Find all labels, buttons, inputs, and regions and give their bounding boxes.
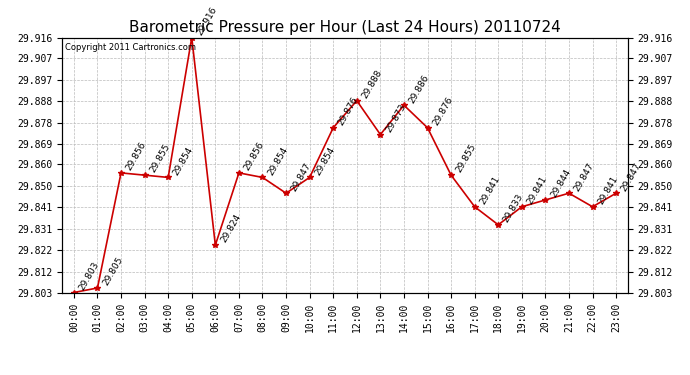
- Text: 29.844: 29.844: [549, 168, 572, 199]
- Text: 29.873: 29.873: [384, 102, 407, 134]
- Text: 29.847: 29.847: [573, 161, 596, 192]
- Text: 29.833: 29.833: [502, 192, 525, 224]
- Text: 29.854: 29.854: [172, 145, 195, 177]
- Text: 29.855: 29.855: [455, 143, 478, 174]
- Text: 29.876: 29.876: [431, 95, 455, 127]
- Text: 29.856: 29.856: [242, 141, 266, 172]
- Text: 29.854: 29.854: [313, 145, 337, 177]
- Text: 29.824: 29.824: [219, 213, 242, 244]
- Text: 29.855: 29.855: [148, 143, 172, 174]
- Title: Barometric Pressure per Hour (Last 24 Hours) 20110724: Barometric Pressure per Hour (Last 24 Ho…: [129, 20, 561, 35]
- Text: Copyright 2011 Cartronics.com: Copyright 2011 Cartronics.com: [65, 43, 196, 52]
- Text: 29.805: 29.805: [101, 255, 124, 287]
- Text: 29.916: 29.916: [195, 5, 219, 37]
- Text: 29.847: 29.847: [620, 161, 643, 192]
- Text: 29.841: 29.841: [525, 174, 549, 206]
- Text: 29.803: 29.803: [77, 260, 101, 292]
- Text: 29.841: 29.841: [596, 174, 620, 206]
- Text: 29.856: 29.856: [125, 141, 148, 172]
- Text: 29.876: 29.876: [337, 95, 360, 127]
- Text: 29.841: 29.841: [478, 174, 502, 206]
- Text: 29.847: 29.847: [290, 161, 313, 192]
- Text: 29.886: 29.886: [408, 73, 431, 105]
- Text: 29.854: 29.854: [266, 145, 290, 177]
- Text: 29.888: 29.888: [360, 68, 384, 100]
